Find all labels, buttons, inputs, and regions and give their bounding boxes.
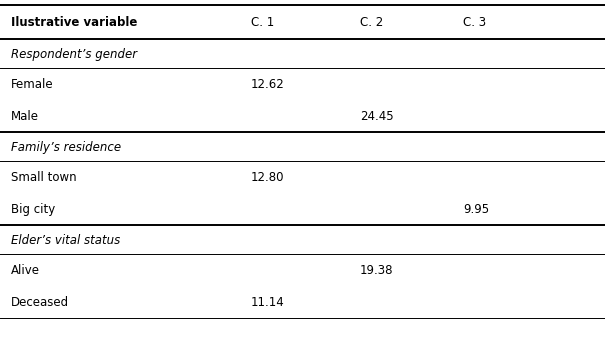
Text: Elder’s vital status: Elder’s vital status [11, 234, 120, 247]
Text: Deceased: Deceased [11, 296, 69, 309]
Text: 9.95: 9.95 [463, 203, 489, 216]
Text: 24.45: 24.45 [360, 110, 394, 123]
Text: Alive: Alive [11, 264, 40, 277]
Text: C. 2: C. 2 [360, 16, 383, 29]
Text: Small town: Small town [11, 171, 76, 184]
Text: C. 3: C. 3 [463, 16, 486, 29]
Text: 11.14: 11.14 [251, 296, 285, 309]
Text: 12.62: 12.62 [251, 78, 285, 91]
Text: Male: Male [11, 110, 39, 123]
Text: Family’s residence: Family’s residence [11, 141, 121, 154]
Text: Big city: Big city [11, 203, 55, 216]
Text: Ilustrative variable: Ilustrative variable [11, 16, 137, 29]
Text: Female: Female [11, 78, 53, 91]
Text: 19.38: 19.38 [360, 264, 393, 277]
Text: 12.80: 12.80 [251, 171, 284, 184]
Text: C. 1: C. 1 [251, 16, 274, 29]
Text: Respondent’s gender: Respondent’s gender [11, 48, 137, 61]
